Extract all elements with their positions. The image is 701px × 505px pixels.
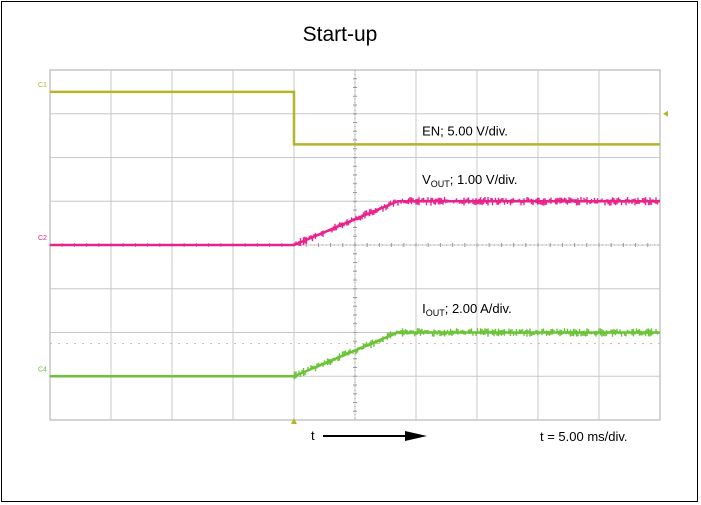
trace-1 — [50, 90, 660, 146]
trace-2 — [49, 196, 660, 247]
channel-marker-2: C2 — [38, 235, 47, 242]
channel-markers: C1 C2 C4 — [38, 82, 668, 424]
time-arrow-head — [405, 431, 427, 441]
trace-3 — [49, 328, 660, 380]
trace-noise — [49, 328, 660, 380]
channel-marker-1: C1 — [38, 82, 47, 89]
trace-label-2: VOUT; 1.00 V/div. — [422, 172, 517, 189]
trace-label-1: EN; 5.00 V/div. — [422, 124, 508, 139]
time-arrow-label: t — [311, 428, 315, 443]
time-axis-annotation: t t = 5.00 ms/div. — [311, 428, 628, 444]
trace-line — [50, 90, 660, 146]
trace-labels: EN; 5.00 V/div. VOUT; 1.00 V/div. IOUT; 2.… — [422, 124, 517, 318]
chart-title: Start-up — [303, 23, 378, 46]
trace-label-3: IOUT; 2.00 A/div. — [422, 301, 512, 318]
trigger-level-marker — [663, 110, 668, 117]
traces — [49, 90, 660, 380]
time-scale-label: t = 5.00 ms/div. — [540, 429, 628, 444]
trigger-position-marker — [291, 418, 297, 424]
trace-noise — [49, 196, 660, 247]
channel-marker-3: C4 — [38, 366, 47, 373]
